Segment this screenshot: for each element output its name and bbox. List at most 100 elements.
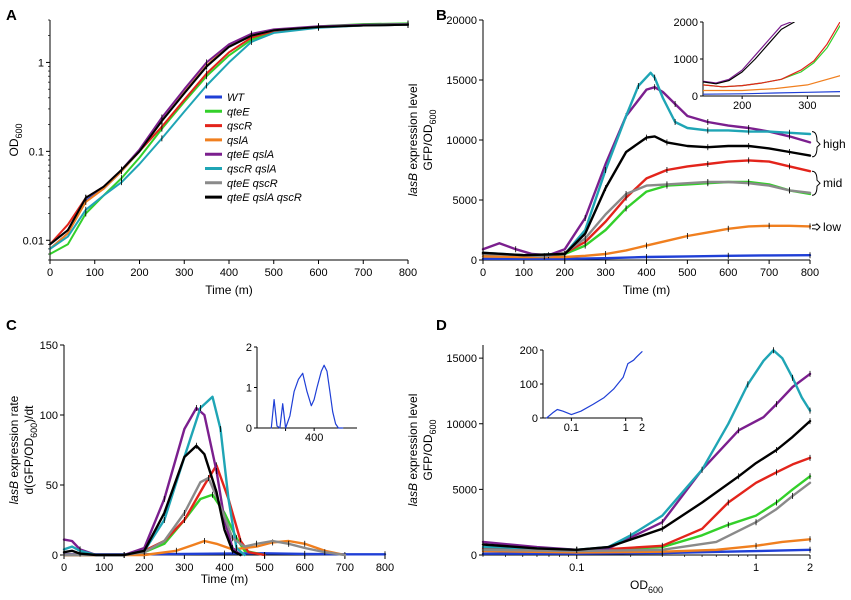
b-y-tick-label: 0: [471, 255, 477, 267]
b-x-label: Time (m): [623, 283, 671, 297]
c-y-label-line1: lasB expression rate: [7, 395, 21, 504]
a-y-tick-label: 0.1: [29, 146, 44, 158]
b-series-qslA: [481, 224, 812, 259]
b-inset-series-qslA: [703, 75, 840, 92]
a-legend-label-qscR_qslA: qscR qslA: [227, 164, 277, 176]
c-x-tick-label: 800: [376, 562, 394, 574]
c-y-tick-label: 150: [40, 340, 58, 352]
c-inset-x-tick-label: 400: [305, 432, 323, 444]
b-x-tick-label: 800: [801, 267, 819, 279]
a-x-tick-label: 200: [130, 267, 148, 279]
d-x-tick-label: 1: [753, 562, 759, 574]
b-x-tick-label: 300: [596, 267, 614, 279]
d-inset-y-tick-label: 0: [532, 413, 538, 425]
a-legend-label-qteE_qslA_qscR: qteE qslA qscR: [227, 192, 302, 204]
d-inset-y-tick-label: 100: [520, 379, 538, 391]
d-x-label: OD600: [630, 578, 663, 595]
b-bracket-high: [811, 131, 821, 158]
c-x-tick-label: 0: [61, 562, 67, 574]
d-series-qteE: [481, 475, 812, 553]
b-x-tick-label: 400: [637, 267, 655, 279]
b-x-tick-label: 200: [556, 267, 574, 279]
c-y-tick-label: 50: [46, 480, 58, 492]
d-inset-x-tick-label: 2: [639, 422, 645, 434]
c-inset: 400 0 1 2: [246, 342, 357, 444]
c-y-tick-label: 100: [40, 410, 58, 422]
d-y-tick-label: 10000: [446, 419, 477, 431]
a-legend-label-qteE_qscR: qteE qscR: [227, 178, 278, 190]
b-y-tick-label: 20000: [446, 15, 477, 27]
a-y-tick-label: 1: [38, 57, 44, 69]
c-x-label: Time (m): [201, 572, 249, 586]
b-y-label-line2: GFP/OD600: [421, 109, 438, 170]
a-legend-label-qteE_qslA: qteE qslA: [227, 149, 274, 161]
a-x-tick-label: 0: [47, 267, 53, 279]
b-inset-y-tick-label: 1000: [674, 54, 698, 66]
panel-a: A 0 100 200 300 400 500 600 700 800 0.01 0.1 1 Time (…: [6, 7, 417, 297]
b-x-tick-label: 600: [719, 267, 737, 279]
b-bracket-low: [811, 222, 821, 232]
b-y-tick-label: 10000: [446, 135, 477, 147]
panel-label-b: B: [436, 7, 447, 24]
d-x-tick-label: 0.1: [569, 562, 584, 574]
d-y-tick-label: 0: [471, 550, 477, 562]
c-y-label-line2: d(GFP/OD600)/dt: [22, 405, 39, 495]
panel-c: C 0 100 200 300 400 500 600 700 800 0 50 100 150 Time …: [6, 317, 394, 586]
a-x-tick-label: 300: [175, 267, 193, 279]
c-x-tick-label: 200: [135, 562, 153, 574]
c-inset-series-wt: [270, 364, 344, 429]
b-y-tick-label: 15000: [446, 75, 477, 87]
b-series-qteE_qslA_qscR: [481, 135, 812, 257]
d-y-label-line1: lasB expression level: [406, 394, 420, 507]
d-series-qscR: [481, 456, 812, 553]
b-y-tick-label: 5000: [453, 195, 477, 207]
a-x-tick-label: 500: [265, 267, 283, 279]
c-x-tick-label: 100: [95, 562, 113, 574]
a-x-tick-label: 600: [309, 267, 327, 279]
c-x-tick-label: 300: [175, 562, 193, 574]
c-y-tick-label: 0: [52, 550, 58, 562]
d-inset-y-tick-label: 200: [520, 345, 538, 357]
b-inset-y-tick-label: 2000: [674, 17, 698, 29]
a-y-label: OD600: [7, 123, 24, 156]
b-inset-series-qteE: [703, 25, 840, 88]
a-x-tick-label: 700: [354, 267, 372, 279]
b-series-qscR_qslA: [481, 71, 812, 257]
a-legend-label-qteE: qteE: [227, 106, 250, 118]
b-inset-series-wt: [703, 91, 840, 95]
c-series-qteE: [62, 493, 266, 557]
a-y-tick-label: 0.01: [23, 235, 44, 247]
c-inset-y-tick-label: 2: [246, 342, 252, 354]
b-x-tick-label: 700: [760, 267, 778, 279]
d-series-qteE_qscR: [481, 481, 812, 553]
d-inset-x-tick-label: 1: [623, 422, 629, 434]
d-y-tick-label: 15000: [446, 353, 477, 365]
d-series-qteE_qslA_qscR: [481, 419, 812, 551]
panel-label-a: A: [6, 7, 17, 24]
c-series-qteE_qscR: [62, 476, 347, 557]
c-inset-y-tick-label: 1: [246, 383, 252, 395]
a-legend-label-qslA: qslA: [227, 135, 248, 147]
b-y-label-line1: lasB expression level: [406, 84, 420, 197]
a-legend: WT qteE qscR qslA qteE qslA qscR qslA qteE qsc…: [205, 92, 302, 204]
a-series-qscR_qslA: [49, 23, 409, 250]
a-x-tick-label: 400: [220, 267, 238, 279]
b-bracket-mid: [811, 170, 821, 196]
c-x-tick-label: 500: [255, 562, 273, 574]
b-inset-x-tick-label: 200: [733, 100, 751, 112]
c-x-tick-label: 600: [296, 562, 314, 574]
c-inset-y-tick-label: 0: [246, 423, 252, 435]
b-x-tick-label: 100: [515, 267, 533, 279]
d-inset-series-wt: [546, 351, 643, 419]
b-series-qscR: [481, 159, 812, 258]
a-legend-label-qscR: qscR: [227, 121, 252, 133]
b-inset-y-tick-label: 0: [692, 91, 698, 103]
b-inset-series-qteE_qslA_qscR: [703, 22, 795, 85]
b-inset-plot: [703, 22, 840, 95]
d-y-label-line2: GFP/OD600: [421, 419, 438, 480]
b-series-qteE_qslA: [481, 86, 812, 257]
a-legend-label-wt: WT: [227, 92, 245, 104]
a-x-tick-label: 100: [86, 267, 104, 279]
b-inset-series-qteE_qslA: [703, 22, 792, 84]
